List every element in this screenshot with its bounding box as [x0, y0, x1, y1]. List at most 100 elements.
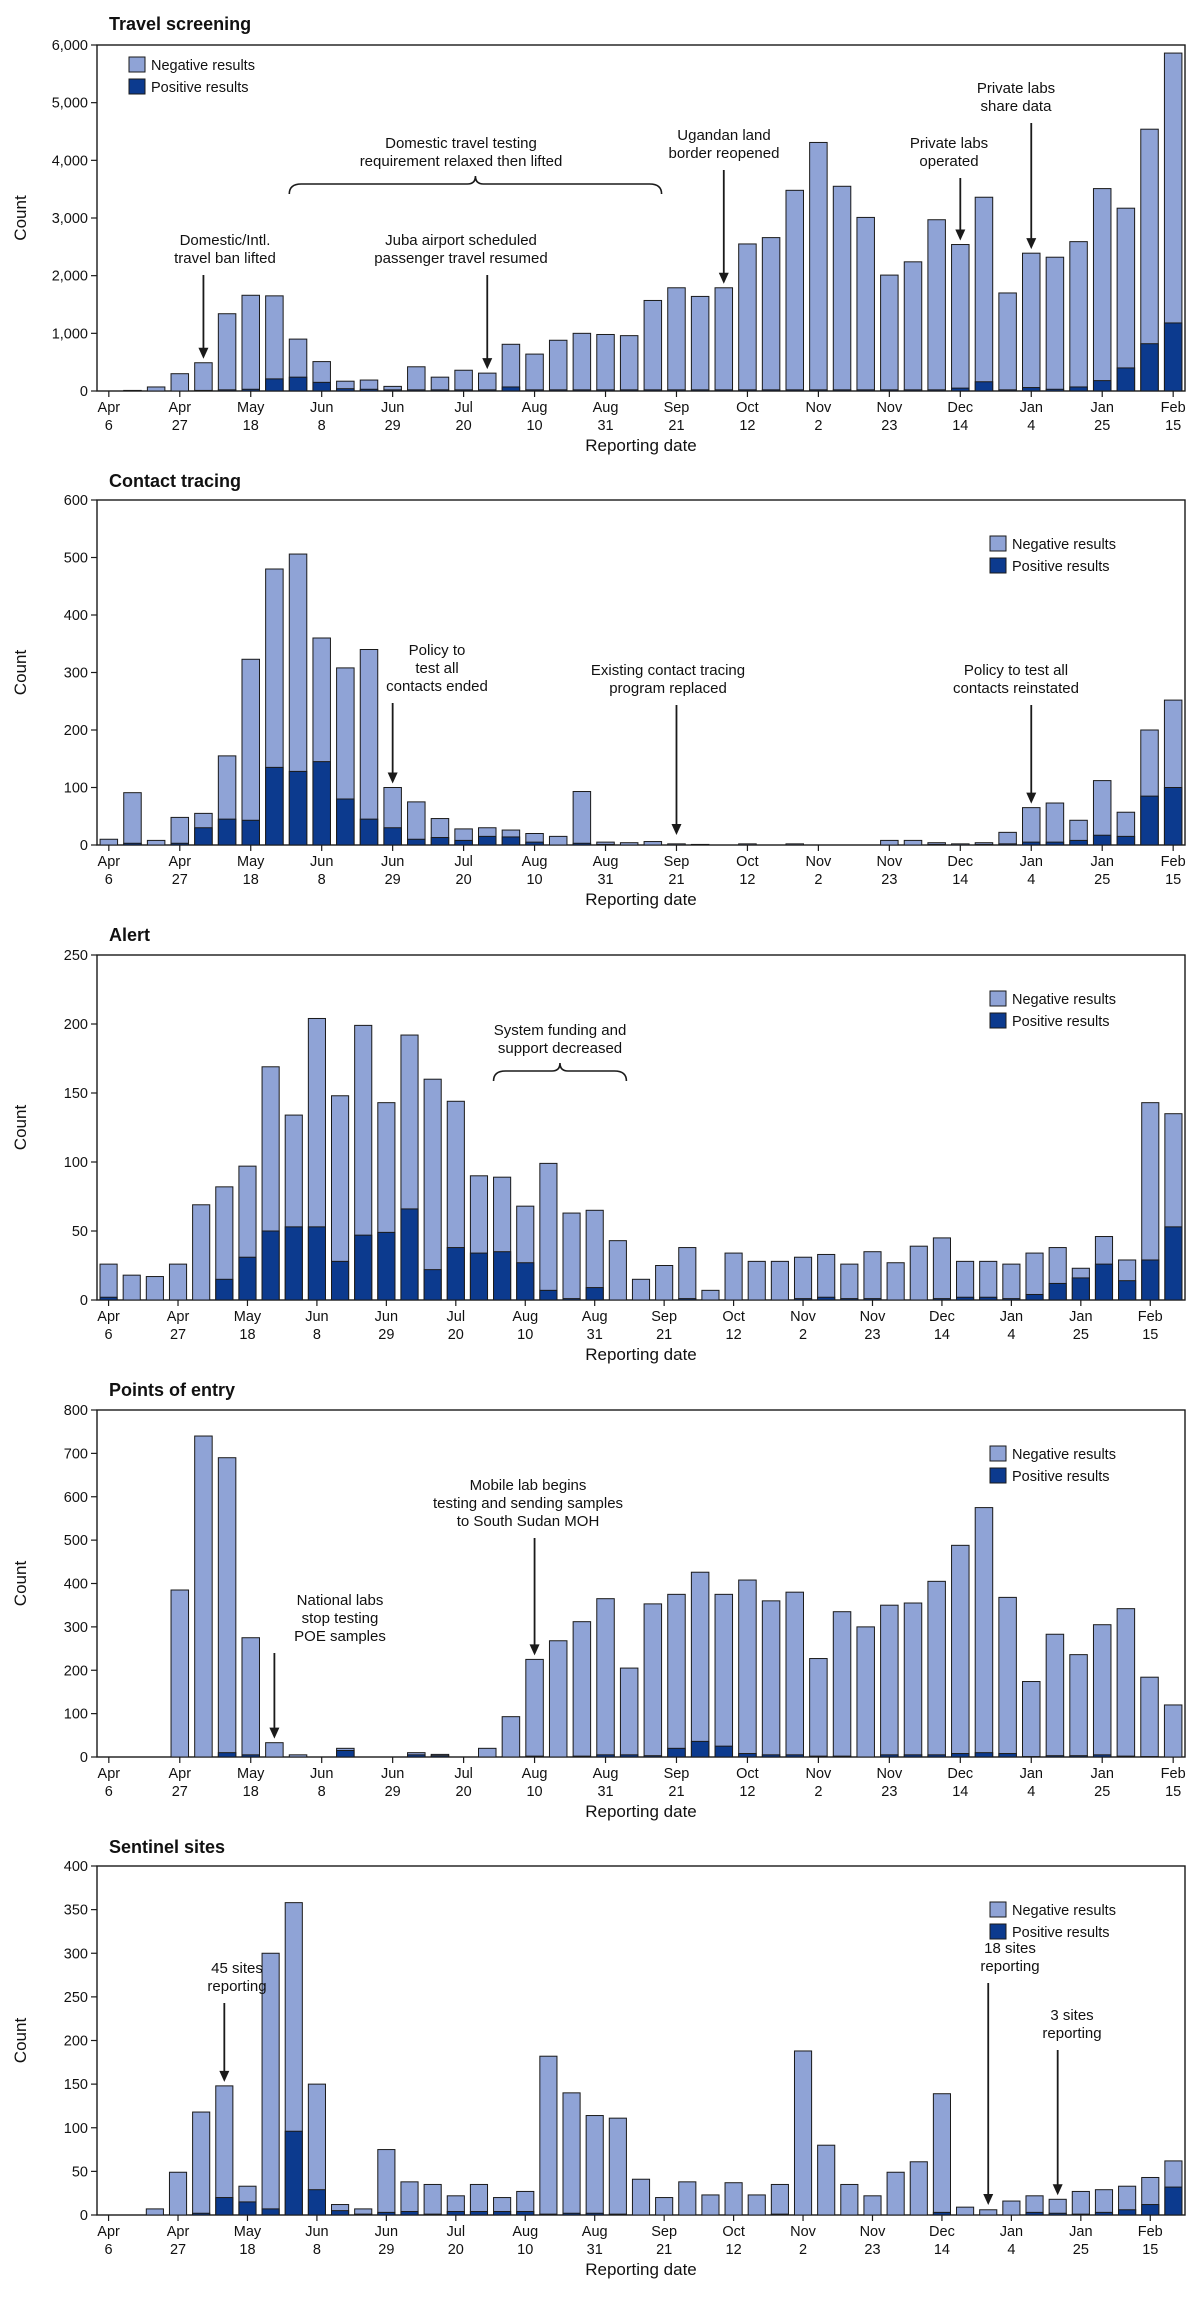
bar-positive: [1118, 1280, 1137, 1301]
annotation-text: test all: [415, 660, 458, 677]
x-tick-label: Jun: [375, 1309, 398, 1325]
bar-positive: [667, 1747, 686, 1758]
bar-negative: [690, 295, 710, 392]
x-tick-label: 4: [1027, 418, 1035, 434]
bar-negative: [539, 2055, 558, 2216]
bar-positive: [1141, 2204, 1160, 2216]
bar-positive: [927, 843, 946, 846]
x-tick-label: Nov: [876, 1766, 903, 1782]
x-tick-label: Jun: [310, 1766, 333, 1782]
bar-positive: [951, 1753, 970, 1758]
bar-positive: [761, 1754, 781, 1758]
x-tick-label: 21: [668, 872, 684, 888]
x-tick-label: 18: [243, 1784, 259, 1800]
bar-negative: [909, 2161, 928, 2216]
x-tick-label: Aug: [582, 1309, 608, 1325]
bar-negative: [1045, 1633, 1065, 1758]
annotation-arrowhead: [387, 772, 398, 784]
bar-negative: [863, 1251, 882, 1301]
bar-negative: [724, 2182, 743, 2216]
x-tick-label: 21: [656, 2242, 672, 2258]
chart-panel-3: Alert 0 50 100 150 200 250 Count Apr 6 Apr 27 May 18 J…: [11, 925, 1186, 1364]
y-tick-label: 0: [80, 838, 88, 854]
x-tick-label: 18: [243, 872, 259, 888]
y-tick-label: 3,000: [52, 211, 88, 227]
bar-positive: [1164, 1226, 1183, 1301]
bar-negative: [690, 1571, 710, 1758]
bar-positive: [1094, 1263, 1114, 1301]
bar-positive: [336, 388, 355, 392]
x-tick-label: Apr: [167, 1309, 190, 1325]
y-tick-label: 200: [64, 2034, 88, 2050]
bar-positive: [1048, 2212, 1067, 2216]
bar-negative: [927, 1580, 946, 1758]
x-axis-label: Reporting date: [585, 436, 697, 455]
y-tick-label: 300: [64, 666, 88, 682]
x-tick-label: Jun: [305, 1309, 328, 1325]
bar-negative: [596, 1598, 615, 1758]
bar-negative: [886, 1262, 905, 1301]
bar-positive: [407, 838, 426, 846]
bar-positive: [288, 770, 308, 846]
bar-negative: [667, 1593, 686, 1758]
bar-positive: [998, 843, 1017, 846]
x-tick-label: 2: [814, 872, 822, 888]
bar-negative: [1116, 207, 1136, 392]
y-tick-label: 0: [80, 2208, 88, 2224]
bar-positive: [738, 1753, 757, 1758]
annotation-text: contacts ended: [386, 678, 488, 695]
bar-negative: [747, 2194, 766, 2216]
bar-negative: [909, 1245, 928, 1301]
bar-negative: [761, 237, 781, 392]
x-tick-label: Dec: [929, 1309, 955, 1325]
chart-panel-4: Points of entry 0 100 200 300 400 500 600 700 800…: [11, 1380, 1186, 1821]
y-tick-label: 700: [64, 1446, 88, 1462]
annotation-text: reporting: [207, 1978, 266, 1995]
bar-positive: [619, 1754, 639, 1758]
y-tick-label: 400: [64, 1577, 88, 1593]
x-tick-label: Apr: [98, 1766, 121, 1782]
bar-positive: [585, 1287, 604, 1301]
annotation-text: 18 sites: [984, 1940, 1036, 1957]
x-tick-label: 27: [170, 2242, 186, 2258]
bar-negative: [793, 1256, 813, 1301]
annotation-arrowhead: [1026, 238, 1037, 250]
bar-positive: [525, 1755, 544, 1758]
bar-negative: [217, 1457, 237, 1758]
bar-negative: [655, 2197, 674, 2216]
bar-negative: [194, 1435, 213, 1758]
bar-negative: [146, 839, 166, 846]
bar-positive: [761, 389, 781, 392]
bar-negative: [863, 2195, 882, 2216]
y-axis-label: Count: [11, 1561, 30, 1607]
bar-positive: [738, 389, 757, 392]
bar-negative: [1116, 1608, 1136, 1758]
bar-negative: [407, 366, 426, 392]
x-tick-label: 15: [1142, 1327, 1158, 1343]
bar-negative: [643, 299, 663, 392]
x-tick-label: Aug: [593, 854, 619, 870]
bar-positive: [932, 2211, 952, 2216]
bar-negative: [585, 1209, 604, 1301]
x-tick-label: 29: [385, 1784, 401, 1800]
y-tick-label: 6,000: [52, 38, 88, 54]
x-tick-label: 8: [313, 1327, 321, 1343]
bar-negative: [572, 791, 592, 846]
bar-negative: [832, 1611, 852, 1758]
bar-negative: [548, 339, 568, 392]
bar-positive: [1140, 795, 1159, 846]
bar-positive: [354, 2213, 373, 2216]
bar-positive: [284, 2130, 303, 2216]
x-tick-label: Feb: [1161, 1766, 1186, 1782]
annotation-text: passenger travel resumed: [374, 250, 547, 267]
x-tick-label: Jan: [1069, 1309, 1092, 1325]
bar-positive: [643, 389, 663, 392]
bar-negative: [478, 372, 497, 392]
bar-negative: [809, 141, 828, 392]
y-tick-label: 800: [64, 1403, 88, 1419]
bar-negative: [678, 2181, 697, 2216]
x-tick-label: 31: [597, 418, 613, 434]
